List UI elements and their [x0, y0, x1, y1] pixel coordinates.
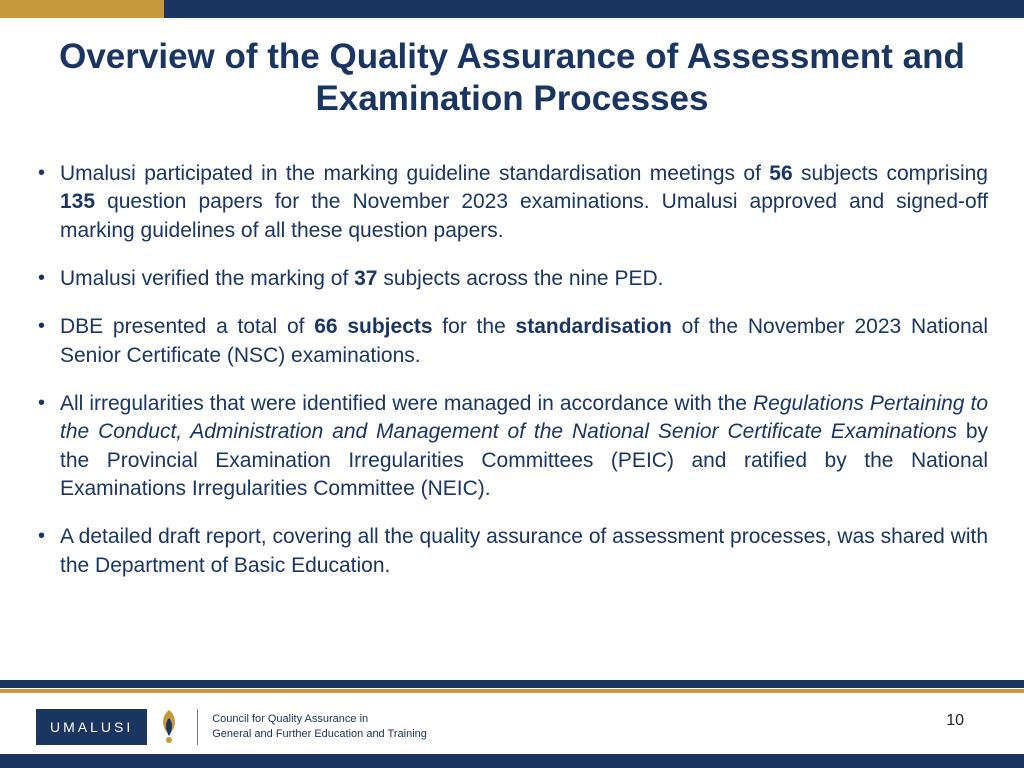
footer-rule-gold [0, 689, 1024, 693]
footer-bar-navy [0, 754, 1024, 768]
slide: Overview of the Quality Assurance of Ass… [0, 0, 1024, 768]
top-accent-bar [0, 0, 1024, 18]
bullet-item: All irregularities that were identified … [36, 390, 988, 503]
page-number: 10 [946, 712, 964, 730]
slide-title: Overview of the Quality Assurance of Ass… [0, 36, 1024, 120]
tagline-line-1: Council for Quality Assurance in [212, 712, 427, 727]
bullet-item: Umalusi verified the marking of 37 subje… [36, 265, 988, 293]
top-bar-gold [0, 0, 164, 18]
logo-divider [197, 709, 198, 745]
logo-tagline: Council for Quality Assurance in General… [212, 712, 427, 742]
tagline-line-2: General and Further Education and Traini… [212, 727, 427, 742]
bullet-item: Umalusi participated in the marking guid… [36, 160, 988, 245]
bullet-list: Umalusi participated in the marking guid… [36, 160, 988, 580]
top-bar-navy [164, 0, 1024, 18]
logo-wordmark: UMALUSI [36, 709, 147, 745]
logo-swirl-icon [155, 708, 183, 746]
bullet-item: A detailed draft report, covering all th… [36, 523, 988, 580]
slide-body: Umalusi participated in the marking guid… [36, 160, 988, 600]
footer-logo: UMALUSI Council for Quality Assurance in… [36, 708, 427, 746]
footer-rule-navy [0, 680, 1024, 688]
bullet-item: DBE presented a total of 66 subjects for… [36, 313, 988, 370]
